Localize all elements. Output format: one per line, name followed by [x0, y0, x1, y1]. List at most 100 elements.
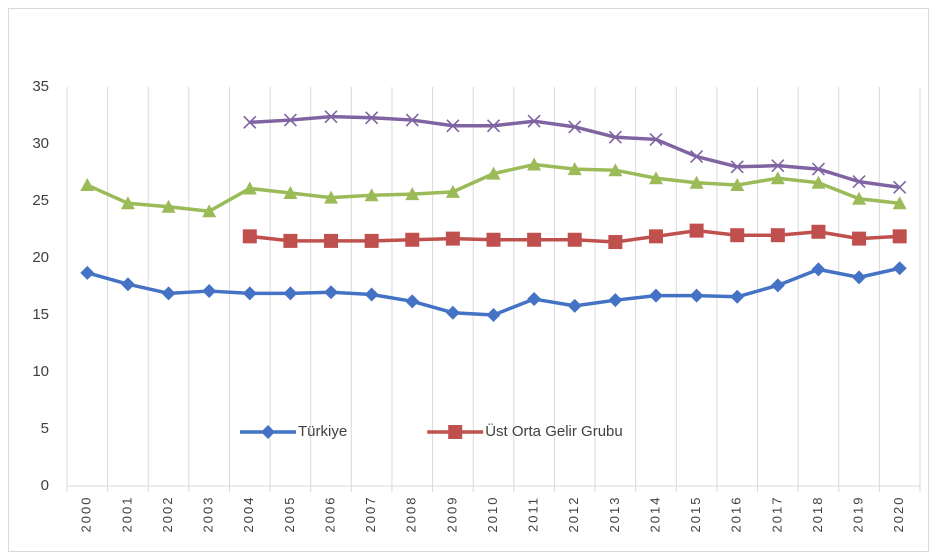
marker — [527, 114, 541, 128]
marker — [365, 111, 379, 125]
x-tick-label: 2001 — [119, 496, 134, 533]
x-tick-label: 2018 — [810, 496, 825, 533]
marker — [852, 175, 866, 189]
legend-marker — [448, 425, 463, 439]
marker — [445, 305, 460, 320]
marker — [242, 181, 257, 195]
marker — [486, 308, 501, 322]
marker — [771, 159, 785, 173]
marker — [567, 298, 582, 313]
marker — [445, 184, 460, 198]
x-tick-label: 2004 — [241, 496, 256, 533]
marker — [730, 178, 745, 192]
marker — [364, 188, 379, 202]
x-tick-label: 2007 — [363, 496, 378, 533]
marker — [608, 293, 623, 308]
marker — [364, 287, 379, 302]
marker — [852, 191, 867, 205]
marker — [486, 232, 501, 247]
marker — [690, 149, 704, 164]
marker — [892, 261, 907, 276]
marker — [405, 232, 420, 247]
y-tick-label: 25 — [32, 192, 49, 209]
marker — [161, 199, 176, 213]
marker — [161, 286, 176, 301]
x-tick-label: 2012 — [566, 496, 581, 533]
marker — [120, 277, 135, 292]
marker — [324, 285, 339, 300]
y-tick-label: 0 — [41, 477, 49, 494]
marker — [324, 110, 338, 124]
marker — [811, 224, 826, 239]
marker — [730, 289, 745, 304]
marker — [852, 270, 867, 285]
marker — [242, 286, 257, 301]
x-tick-label: 2000 — [79, 496, 94, 533]
x-tick-label: 2014 — [647, 496, 662, 533]
marker — [689, 175, 704, 189]
marker — [80, 265, 95, 280]
legend-marker — [261, 425, 275, 439]
marker — [283, 186, 298, 200]
marker — [892, 229, 907, 244]
marker — [852, 231, 867, 246]
legend-label: Üst Orta Gelir Grubu — [485, 422, 623, 440]
marker — [80, 178, 95, 192]
marker — [486, 166, 501, 180]
legend-label: Türkiye — [298, 423, 347, 440]
marker — [649, 132, 663, 147]
x-tick-label: 2008 — [404, 496, 419, 533]
marker — [243, 115, 257, 129]
marker — [405, 187, 420, 201]
marker — [811, 162, 826, 176]
marker — [567, 162, 582, 176]
marker — [608, 163, 623, 177]
y-tick-label: 30 — [32, 135, 49, 152]
marker — [892, 196, 907, 210]
marker — [770, 278, 785, 293]
marker — [770, 228, 785, 243]
marker — [608, 235, 623, 250]
marker — [730, 228, 745, 243]
marker — [568, 120, 582, 134]
marker — [648, 229, 663, 244]
marker — [120, 196, 135, 210]
x-tick-label: 2020 — [891, 496, 906, 533]
marker — [405, 113, 419, 127]
marker — [283, 113, 297, 127]
y-tick-label: 15 — [32, 306, 49, 323]
marker — [324, 190, 339, 204]
x-tick-label: 2006 — [322, 496, 337, 533]
marker — [405, 294, 420, 309]
marker — [202, 204, 217, 218]
x-tick-label: 2013 — [607, 496, 622, 533]
marker — [689, 223, 704, 238]
marker — [811, 175, 826, 189]
marker — [567, 232, 582, 247]
marker — [689, 288, 704, 303]
y-tick-label: 10 — [32, 363, 49, 380]
marker — [364, 233, 379, 248]
marker — [446, 119, 460, 133]
marker — [527, 292, 542, 307]
marker — [283, 286, 298, 301]
marker — [648, 171, 663, 185]
y-tick-label: 5 — [41, 420, 49, 437]
x-tick-label: 2002 — [160, 496, 175, 533]
x-tick-label: 2016 — [729, 496, 744, 533]
x-tick-label: 2011 — [526, 496, 541, 532]
marker — [730, 160, 744, 174]
marker — [283, 233, 298, 248]
marker — [648, 288, 663, 303]
x-tick-label: 2003 — [201, 496, 216, 533]
marker — [242, 229, 257, 244]
marker — [893, 180, 907, 194]
marker — [527, 232, 542, 247]
x-tick-label: 2005 — [282, 496, 297, 533]
y-tick-label: 20 — [32, 249, 49, 266]
marker — [770, 171, 785, 185]
marker — [811, 262, 826, 277]
x-tick-label: 2009 — [444, 496, 459, 533]
marker — [486, 119, 501, 133]
